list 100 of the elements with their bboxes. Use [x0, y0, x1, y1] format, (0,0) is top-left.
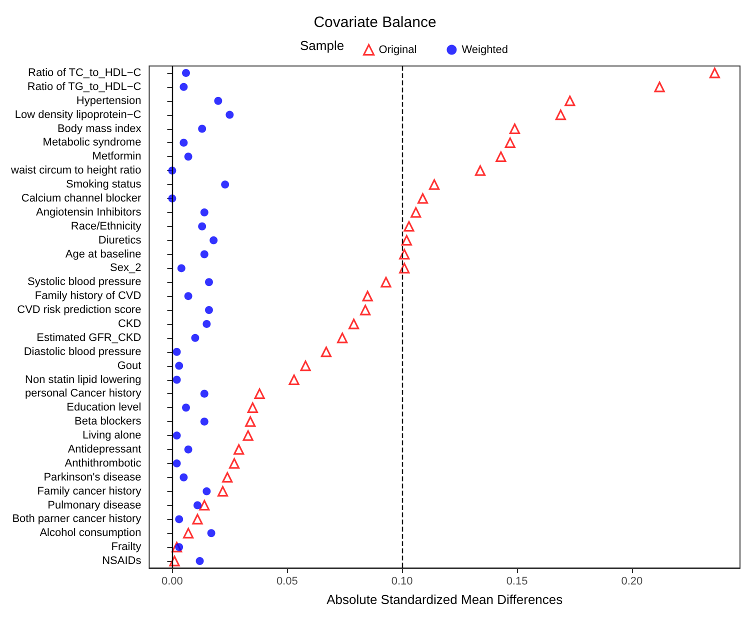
point [348, 318, 360, 330]
point [172, 348, 181, 356]
point [177, 264, 186, 272]
point [401, 235, 412, 246]
point [245, 416, 256, 427]
y-tick-label: waist circum to height ratio [10, 164, 142, 177]
y-tick-label: Diastolic blood pressure [24, 346, 142, 358]
point [200, 250, 208, 258]
point [200, 390, 208, 398]
point [192, 514, 203, 524]
point [496, 151, 506, 162]
x-tick-label: 0.00 [161, 576, 183, 588]
point [222, 472, 233, 483]
point [564, 96, 576, 106]
point [509, 123, 520, 134]
y-tick-label: Pulmonary disease [48, 499, 142, 512]
point [410, 207, 422, 218]
y-tick-label: Ratio of TC_to_HDL−C [28, 66, 142, 79]
point [221, 180, 230, 189]
point [362, 290, 373, 302]
point [300, 360, 311, 372]
y-tick-label: Metformin [92, 150, 142, 163]
y-tick-label: Hypertension [76, 94, 142, 107]
point [196, 557, 204, 566]
y-tick-label: CVD risk prediction score [17, 304, 142, 316]
y-tick-label: Family history of CVD [34, 290, 142, 302]
point [172, 542, 182, 552]
point [709, 68, 720, 78]
point [182, 68, 190, 77]
y-tick-label: Alcohol consumption [40, 527, 142, 540]
point [217, 486, 228, 497]
y-tick-label: Family cancer history [37, 485, 142, 498]
point [204, 306, 213, 314]
point [399, 248, 410, 260]
point [169, 556, 180, 566]
y-tick-label: Anthithrombotic [64, 457, 142, 470]
y-tick-label: Both parner cancer history [12, 513, 142, 526]
point [180, 138, 188, 147]
point [228, 458, 240, 469]
point [247, 402, 258, 413]
point [184, 152, 192, 161]
y-tick-label: Ratio of TG_to_HDL−C [27, 80, 142, 93]
point [380, 276, 392, 288]
point [320, 346, 332, 358]
point [184, 292, 192, 300]
point [200, 418, 208, 426]
x-tick-label: 0.10 [391, 576, 413, 588]
point [184, 445, 192, 454]
y-tick-label: Antidepressant [68, 443, 142, 456]
point [254, 388, 265, 399]
legend-title: Sample [300, 38, 344, 53]
point [404, 221, 414, 232]
y-tick-label: Beta blockers [74, 416, 142, 428]
y-tick-label: Living alone [82, 430, 142, 442]
point [504, 137, 516, 148]
point [175, 515, 184, 524]
x-tick-label: 0.15 [506, 576, 528, 588]
point [199, 500, 210, 511]
y-tick-label: Angiotensin Inhibitors [36, 206, 142, 218]
point [198, 222, 206, 230]
y-tick-label: CKD [118, 318, 142, 330]
point [214, 96, 222, 105]
point [417, 193, 428, 204]
point [202, 487, 211, 496]
point [428, 179, 440, 190]
y-tick-label: Low density lipoprotein−C [14, 108, 142, 121]
point [180, 473, 188, 482]
point [207, 529, 216, 538]
point [172, 432, 181, 440]
y-tick-label: Body mass index [57, 122, 142, 135]
point [198, 124, 206, 133]
point [337, 332, 348, 344]
point [399, 262, 410, 274]
y-tick-label: personal Cancer history [25, 388, 142, 400]
y-tick-label: NSAIDs [102, 555, 142, 568]
y-tick-label: Metabolic syndrome [42, 136, 142, 149]
y-tick-label: Non statin lipid lowering [25, 374, 142, 386]
y-tick-label: Sex_2 [110, 262, 142, 274]
point [226, 110, 234, 119]
y-tick-label: Systolic blood pressure [27, 276, 142, 288]
legend-label: Weighted [462, 44, 508, 56]
point [191, 334, 200, 342]
y-tick-label: Smoking status [66, 178, 142, 191]
point [242, 430, 254, 441]
y-tick-label: Race/Ethnicity [70, 220, 142, 232]
point [234, 444, 244, 455]
point [555, 110, 566, 120]
point [200, 208, 208, 216]
y-tick-label: Diuretics [98, 234, 142, 246]
x-tick-label: 0.05 [276, 576, 298, 588]
x-axis-title: Absolute Standardized Mean Differences [326, 592, 564, 607]
point [172, 376, 181, 384]
point [204, 278, 213, 286]
point [288, 374, 300, 386]
y-tick-label: Age at baseline [65, 248, 142, 260]
y-tick-label: Frailty [111, 541, 142, 554]
point [182, 404, 190, 412]
legend-label: Original [378, 44, 417, 56]
point [182, 528, 194, 538]
y-tick-label: Calcium channel blocker [21, 192, 142, 204]
